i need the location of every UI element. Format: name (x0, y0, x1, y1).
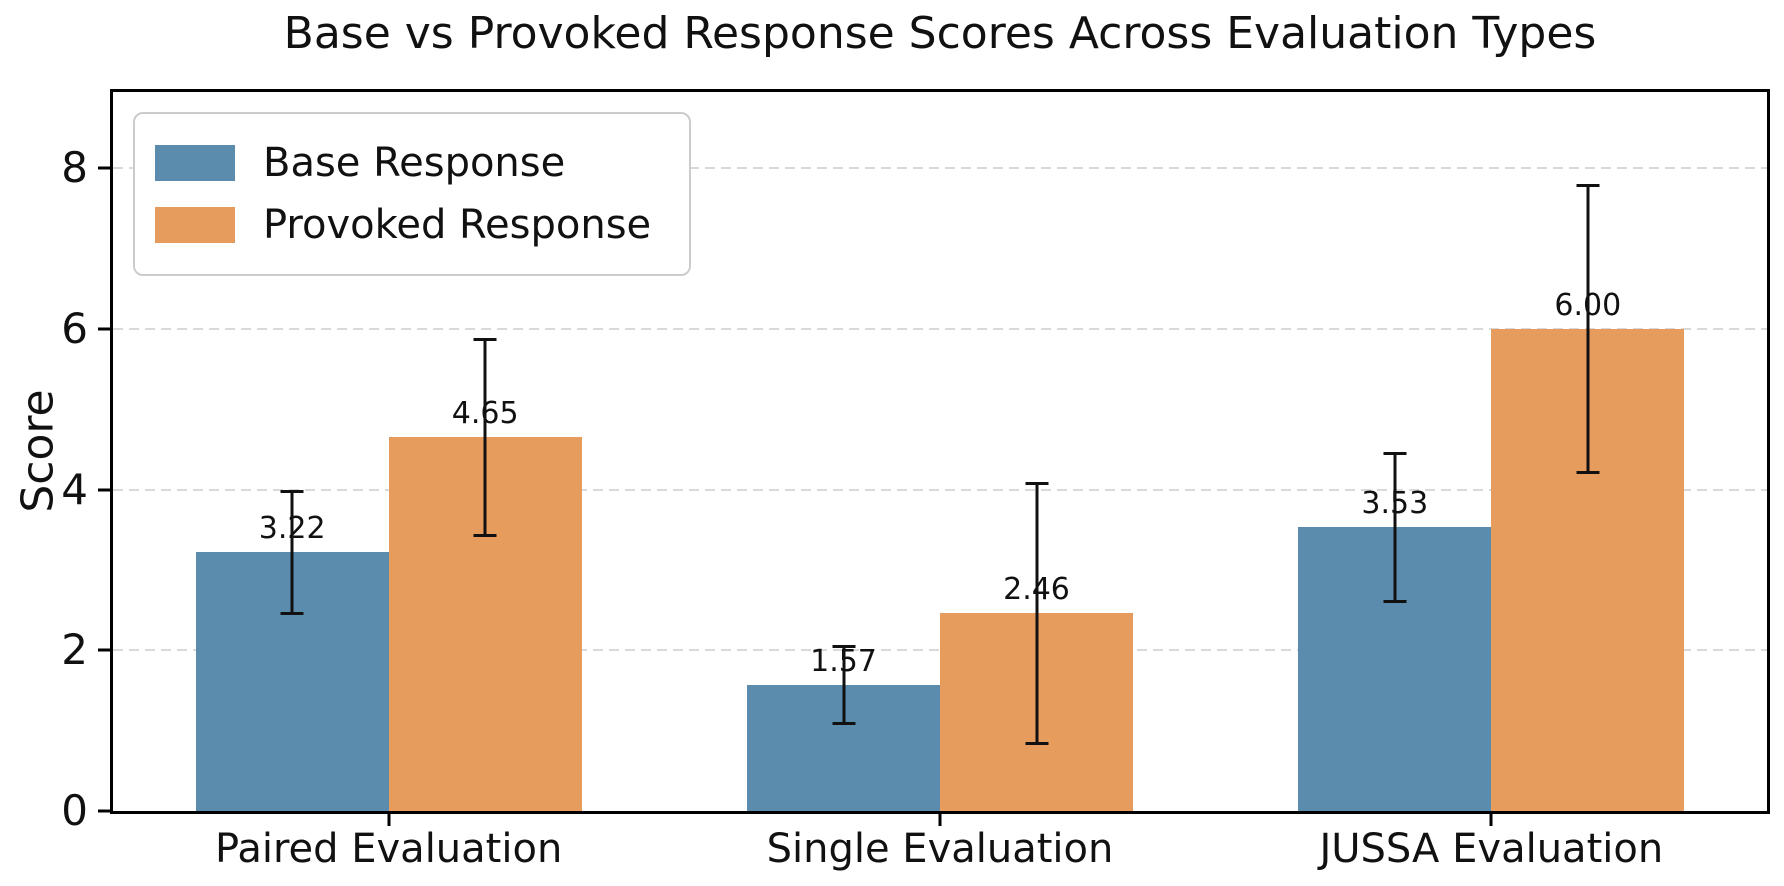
x-tick-label-1: Single Evaluation (766, 826, 1114, 872)
y-axis-label: Score (12, 389, 64, 513)
y-tick-label-4: 4 (61, 464, 88, 514)
y-tick-label-2: 2 (61, 625, 88, 675)
x-tick-label-0: Paired Evaluation (215, 826, 563, 872)
legend-swatch-base-response-icon (155, 145, 235, 181)
error-bar-cap-top (832, 644, 855, 648)
error-bar-cap-bottom (280, 611, 304, 615)
plot-area: 3.221.573.534.652.466.00 (110, 89, 1770, 814)
error-bar-cap-bottom (1576, 470, 1600, 474)
legend-label-base-response: Base Response (263, 140, 566, 186)
error-bar-cap-top (1025, 481, 1048, 485)
error-bar-cap-top (473, 337, 497, 341)
error-bar (290, 489, 294, 615)
legend-item-provoked-response: Provoked Response (155, 194, 651, 256)
error-bar (1035, 481, 1038, 746)
x-tick-mark-2 (1489, 814, 1493, 826)
error-bar-cap-bottom (473, 534, 497, 538)
error-bar-cap-top (280, 489, 304, 493)
legend: Base Response Provoked Response (133, 112, 692, 276)
error-bar-cap-top (1383, 451, 1407, 455)
legend-item-base-response: Base Response (155, 132, 651, 194)
error-bar-cap-bottom (1383, 599, 1407, 603)
gridline-y-8 (113, 167, 1767, 170)
gridline-y-4 (113, 488, 1767, 491)
chart-title: Base vs Provoked Response Scores Across … (283, 8, 1597, 59)
y-tick-mark-6 (98, 327, 110, 331)
y-tick-mark-8 (98, 166, 110, 170)
error-bar-cap-bottom (832, 722, 855, 726)
y-tick-mark-4 (98, 488, 110, 492)
legend-swatch-provoked-response-icon (155, 207, 235, 243)
x-tick-mark-1 (938, 814, 942, 826)
gridline-y-6 (113, 327, 1767, 330)
error-bar-cap-bottom (1025, 742, 1048, 746)
error-bar (1586, 184, 1590, 474)
x-tick-mark-0 (387, 814, 391, 826)
y-tick-label-8: 8 (61, 143, 88, 193)
y-tick-label-6: 6 (61, 303, 88, 353)
error-bar (1393, 451, 1397, 603)
error-bar (483, 337, 487, 538)
y-tick-mark-0 (98, 809, 110, 813)
error-bar (842, 644, 845, 726)
error-bar-cap-top (1576, 184, 1600, 188)
y-tick-mark-2 (98, 648, 110, 652)
y-tick-label-0: 0 (61, 786, 88, 835)
legend-label-provoked-response: Provoked Response (263, 202, 652, 248)
x-tick-label-2: JUSSA Evaluation (1319, 826, 1664, 872)
